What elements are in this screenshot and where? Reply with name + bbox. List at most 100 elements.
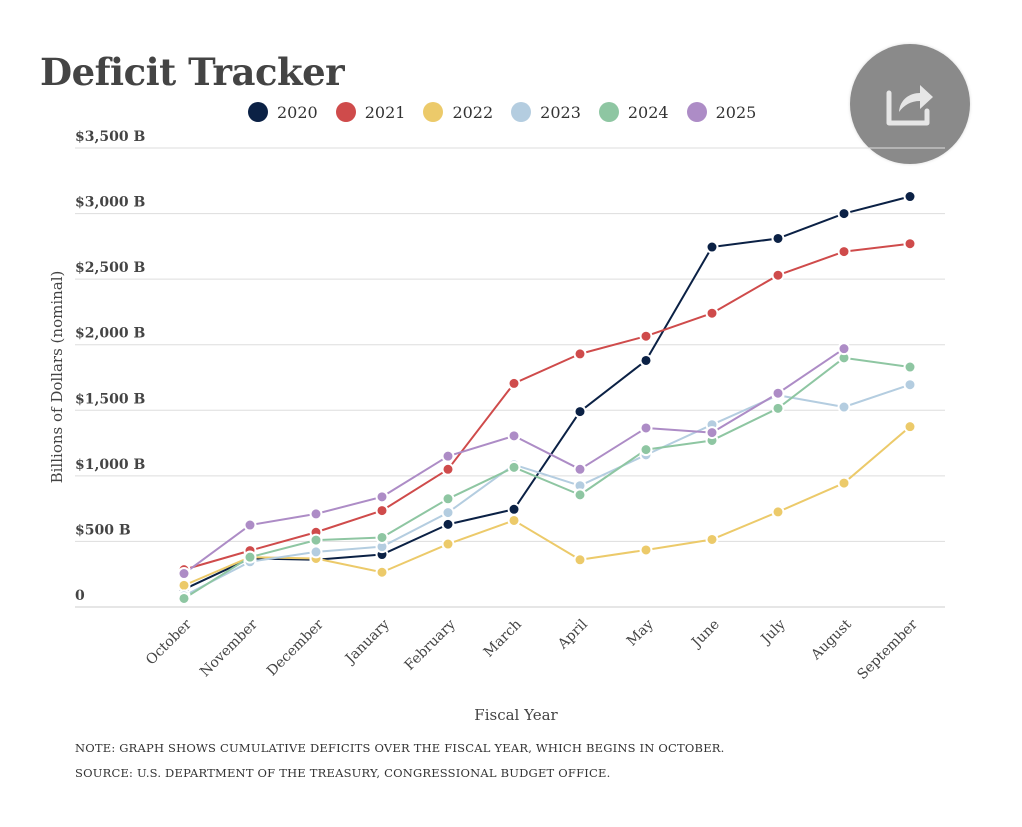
data-point-2023: [309, 545, 323, 559]
data-point-2023: [441, 506, 455, 520]
legend-item-2022: 2022: [423, 102, 493, 122]
x-tick-label: August: [808, 616, 856, 664]
y-tick-label: $1,000 B: [75, 457, 145, 473]
data-point-2020: [837, 207, 851, 221]
legend-label: 2021: [364, 102, 406, 122]
legend-label: 2020: [277, 102, 318, 122]
legend-item-2021: 2021: [335, 102, 406, 122]
data-point-2024: [177, 591, 191, 605]
legend-label: 2024: [627, 102, 669, 122]
data-point-2024: [639, 443, 653, 457]
data-point-2020: [441, 517, 455, 531]
data-point-2024: [903, 360, 917, 374]
series-line-2024: [183, 356, 911, 600]
x-tick-label: November: [197, 616, 261, 680]
chart-legend: 2020 2021 2022 2023 2024 2025: [248, 100, 756, 124]
page-title: Deficit Tracker: [40, 50, 345, 94]
data-point-2022: [639, 543, 653, 557]
legend-label: 2022: [452, 102, 494, 122]
legend-swatch: [423, 102, 444, 122]
series-line-2021: [183, 242, 911, 571]
data-point-2024: [441, 492, 455, 506]
x-tick-label: September: [854, 616, 921, 683]
data-point-2020: [705, 240, 719, 254]
data-point-2022: [441, 537, 455, 551]
data-point-2022: [837, 476, 851, 490]
data-point-2020: [507, 502, 521, 516]
data-point-2024: [243, 550, 257, 564]
data-point-2021: [441, 462, 455, 476]
data-point-2025: [705, 426, 719, 440]
data-point-2021: [771, 268, 785, 282]
data-point-2020: [771, 231, 785, 245]
x-axis-label: Fiscal Year: [474, 706, 558, 724]
legend-swatch: [686, 102, 707, 122]
y-tick-label: $500 B: [75, 522, 131, 538]
series-line-2023: [183, 383, 911, 597]
data-point-2022: [507, 513, 521, 527]
x-tick-label: April: [554, 616, 591, 653]
x-tick-label: October: [143, 616, 195, 668]
data-point-2024: [309, 533, 323, 547]
y-tick-label: $3,500 B: [75, 129, 145, 145]
data-point-2020: [573, 405, 587, 419]
data-point-2021: [837, 245, 851, 259]
data-point-2025: [177, 567, 191, 581]
data-point-2021: [507, 376, 521, 390]
x-tick-label: February: [402, 616, 459, 673]
data-point-2022: [573, 553, 587, 567]
data-point-2022: [705, 532, 719, 546]
x-tick-label: December: [264, 616, 327, 679]
data-point-2024: [771, 401, 785, 415]
legend-item-2023: 2023: [511, 102, 581, 122]
share-icon: [886, 85, 933, 126]
data-point-2021: [375, 504, 389, 518]
data-point-2024: [573, 488, 587, 502]
chart-note: NOTE: GRAPH SHOWS CUMULATIVE DEFICITS OV…: [75, 741, 725, 755]
x-tick-label: July: [757, 616, 789, 648]
legend-swatch: [511, 102, 532, 122]
chart-source: SOURCE: U.S. DEPARTMENT OF THE TREASURY,…: [75, 766, 611, 780]
legend-label: 2023: [540, 102, 581, 122]
data-point-2022: [177, 578, 191, 592]
y-axis-label: Billions of Dollars (nominal): [48, 271, 66, 484]
data-point-2023: [903, 378, 917, 392]
data-point-2025: [639, 421, 653, 435]
legend-item-2025: 2025: [686, 102, 757, 122]
data-point-2020: [639, 353, 653, 367]
data-point-2022: [375, 565, 389, 579]
legend-swatch: [598, 102, 619, 122]
data-point-2025: [837, 342, 851, 356]
data-point-2025: [771, 386, 785, 400]
legend-label: 2025: [715, 102, 757, 122]
series-line-2020: [183, 195, 911, 591]
data-point-2021: [639, 329, 653, 343]
data-point-2022: [903, 420, 917, 434]
x-tick-label: March: [481, 617, 525, 661]
data-point-2025: [243, 518, 257, 532]
data-point-2025: [441, 449, 455, 463]
data-point-2025: [507, 429, 521, 443]
y-tick-label: $2,000 B: [75, 326, 145, 342]
data-point-2025: [309, 507, 323, 521]
data-point-2021: [903, 237, 917, 251]
share-button[interactable]: [850, 44, 970, 164]
data-point-2025: [573, 462, 587, 476]
data-point-2023: [837, 400, 851, 414]
legend-swatch: [248, 102, 268, 122]
y-tick-label: 0: [75, 588, 85, 604]
y-tick-label: $3,000 B: [75, 195, 145, 211]
data-point-2024: [375, 530, 389, 544]
x-tick-label: January: [341, 616, 393, 668]
series-line-2022: [183, 425, 911, 587]
legend-item-2020: 2020: [248, 102, 318, 122]
y-tick-label: $2,500 B: [75, 260, 145, 276]
data-point-2022: [771, 505, 785, 519]
legend-item-2024: 2024: [598, 102, 669, 122]
data-point-2025: [375, 490, 389, 504]
data-point-2020: [903, 190, 917, 204]
data-point-2021: [705, 306, 719, 320]
data-point-2024: [507, 460, 521, 474]
legend-swatch: [335, 102, 356, 122]
